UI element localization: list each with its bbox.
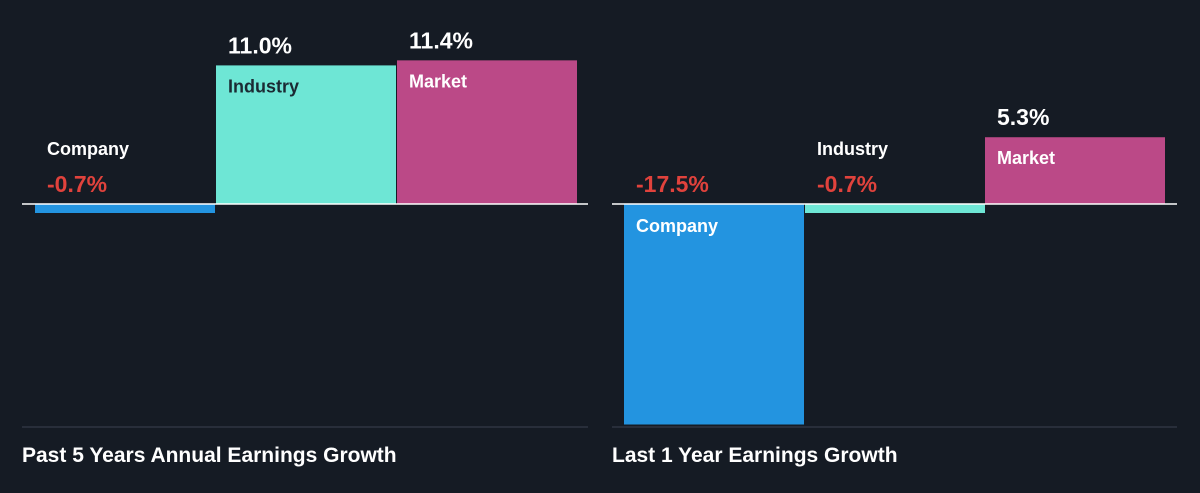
category-label-industry-5y: Industry <box>228 76 299 96</box>
bar-market-5y <box>397 60 577 204</box>
chart-title-5y: Past 5 Years Annual Earnings Growth <box>22 444 397 467</box>
value-label-company-5y: -0.7% <box>47 171 107 197</box>
bar-company-5y <box>35 204 215 213</box>
bar-company-1y <box>624 204 804 425</box>
category-label-company-5y: Company <box>47 139 129 159</box>
value-label-company-1y: -17.5% <box>636 171 709 197</box>
bar-market-1y <box>985 137 1165 204</box>
value-label-industry-5y: 11.0% <box>228 32 292 58</box>
value-label-market-5y: 11.4% <box>409 27 473 53</box>
bar-industry-5y <box>216 65 396 205</box>
category-label-market-1y: Market <box>997 148 1055 168</box>
bar-industry-1y <box>805 204 985 213</box>
chart-title-1y: Last 1 Year Earnings Growth <box>612 444 898 467</box>
category-label-market-5y: Market <box>409 71 467 91</box>
category-label-company-1y: Company <box>636 216 718 236</box>
value-label-industry-1y: -0.7% <box>817 171 877 197</box>
value-label-market-1y: 5.3% <box>997 104 1049 130</box>
category-label-industry-1y: Industry <box>817 139 888 159</box>
